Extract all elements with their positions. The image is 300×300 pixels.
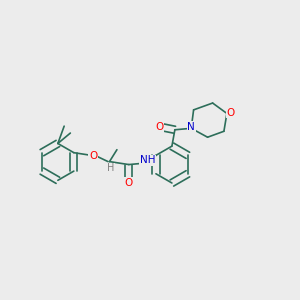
Text: O: O [226,108,235,118]
Text: N: N [187,122,195,132]
Text: O: O [155,122,164,132]
Text: O: O [125,178,133,188]
Text: O: O [89,151,97,160]
Text: H: H [107,163,115,173]
Text: N: N [188,122,196,132]
Text: NH: NH [140,155,155,165]
